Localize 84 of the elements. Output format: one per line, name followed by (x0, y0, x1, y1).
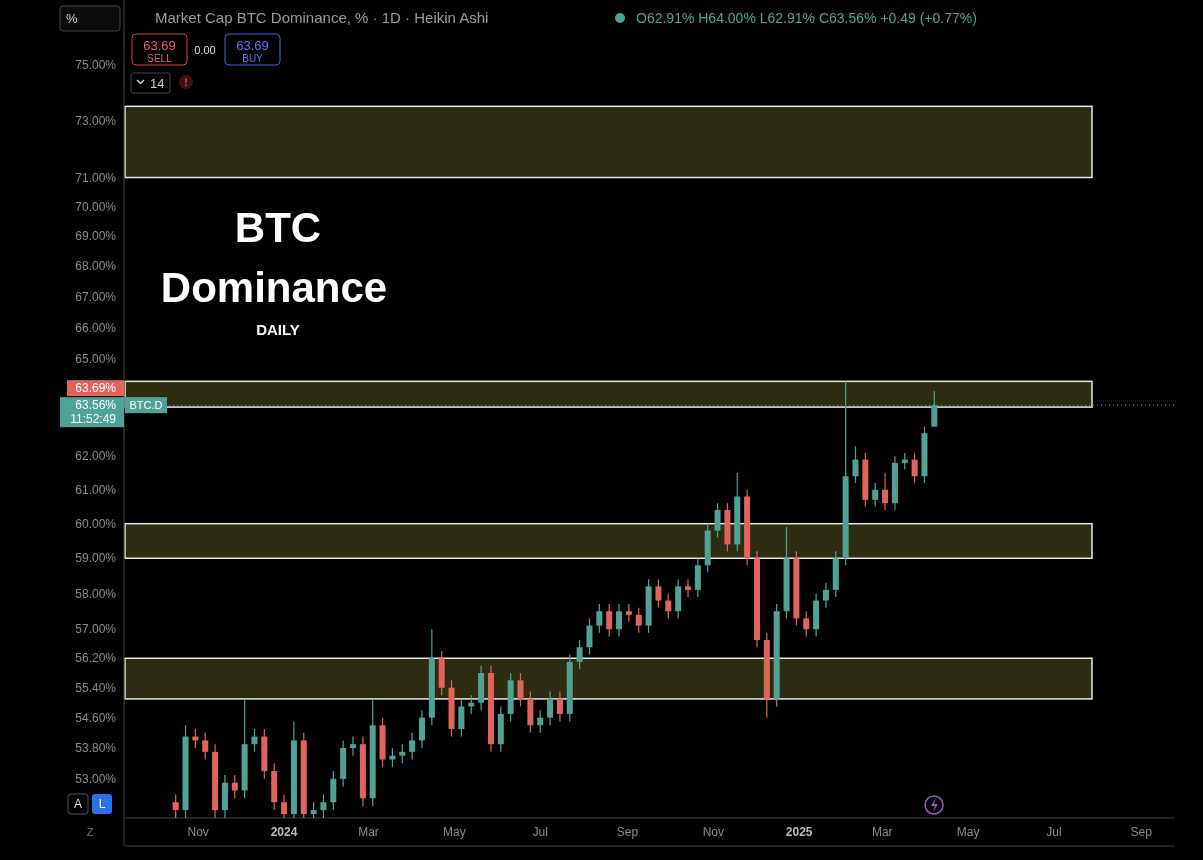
candlestick (251, 728, 258, 753)
annotation: BUY (242, 53, 264, 64)
annotation: 63.69 (143, 38, 176, 53)
candlestick (625, 603, 632, 623)
x-tick-label: Jul (1046, 825, 1062, 839)
candlestick (576, 639, 583, 670)
x-tick-label: 2024 (270, 825, 298, 839)
annotation: 63.69 (236, 38, 269, 53)
annotation: BTC.D (129, 399, 163, 412)
candlestick (606, 603, 613, 638)
y-tick-label: 65.00% (75, 352, 117, 367)
candlestick (872, 482, 879, 508)
candlestick (399, 743, 406, 764)
candlestick (517, 672, 524, 707)
annotation: 0.00 (194, 44, 216, 56)
y-tick-label: 68.00% (75, 259, 117, 274)
annotation: SELL (147, 53, 173, 64)
y-tick-label: 71.00% (75, 170, 117, 185)
y-tick-label: 53.80% (75, 741, 117, 756)
text: DAILY (256, 321, 300, 338)
candlestick (389, 747, 396, 768)
y-tick-label: 60.00% (75, 516, 117, 531)
candlestick (537, 709, 544, 734)
x-tick-label: May (956, 825, 980, 839)
text: BTC Dominance (160, 204, 388, 311)
candlestick (418, 709, 425, 749)
candlestick (911, 452, 918, 484)
y-tick-label: 59.00% (75, 551, 117, 566)
candlestick (547, 690, 554, 726)
candlestick (458, 698, 465, 738)
y-tick-label: 66.00% (75, 320, 117, 335)
candlestick (556, 690, 563, 723)
candlestick (586, 617, 593, 656)
x-tick-label: Mar (871, 825, 893, 839)
y-tick-label: 55.40% (75, 680, 117, 695)
candlestick (803, 610, 810, 638)
x-tick-label: 2025 (785, 825, 813, 839)
x-tick-label: Nov (187, 825, 209, 839)
text: A (73, 797, 83, 811)
y-tick-label: 58.00% (75, 586, 117, 601)
x-tick-label: Mar (358, 825, 379, 839)
x-tick-label: Jul (532, 825, 548, 839)
candlestick (852, 445, 859, 484)
candlestick (616, 603, 623, 638)
y-tick-label: 56.20% (75, 651, 117, 666)
annotation: ! (184, 77, 188, 88)
y-tick-label: 70.00% (75, 199, 117, 214)
y-tick-label: 73.00% (75, 113, 117, 128)
ref-line-label: 63.56% (75, 398, 117, 413)
candlestick (409, 732, 416, 761)
text: % (66, 11, 78, 26)
candlestick (822, 582, 829, 609)
candlestick (635, 607, 642, 634)
text: 11:52:49 (70, 412, 117, 427)
y-tick-label: 54.60% (75, 710, 117, 725)
candlestick (350, 735, 357, 757)
x-tick-label: Sep (1130, 825, 1153, 839)
y-tick-label: 67.00% (75, 289, 117, 304)
candlestick (172, 793, 179, 818)
y-tick-label: 57.00% (75, 622, 117, 637)
y-tick-label: 75.00% (75, 57, 117, 72)
y-tick-label: 69.00% (75, 229, 117, 244)
annotation: O62.91% H64.00% L62.91% C63.56% +0.49 (+0.77%) (636, 10, 977, 26)
y-tick-label: 61.00% (75, 482, 117, 497)
y-tick-label: 53.00% (75, 772, 117, 787)
candlestick (320, 793, 327, 818)
candlestick (202, 732, 209, 761)
x-tick-label: Nov (702, 825, 725, 839)
candlestick (330, 770, 337, 811)
text: 63.69% (75, 381, 117, 396)
candlestick (685, 578, 691, 598)
candlestick (596, 603, 603, 634)
x-tick-label: Sep (616, 825, 639, 839)
annotation: Market Cap BTC Dominance, % · 1D · Heikin Ashi (155, 9, 489, 26)
text: Z (86, 826, 94, 838)
y-tick-label: 62.00% (75, 449, 117, 464)
annotation: 14 (150, 76, 165, 91)
candlestick (714, 502, 721, 539)
candlestick (281, 793, 288, 818)
candlestick (665, 592, 672, 619)
candlestick (882, 472, 889, 511)
candlestick (655, 578, 662, 609)
text: L (98, 797, 106, 811)
x-tick-label: May (443, 825, 466, 839)
